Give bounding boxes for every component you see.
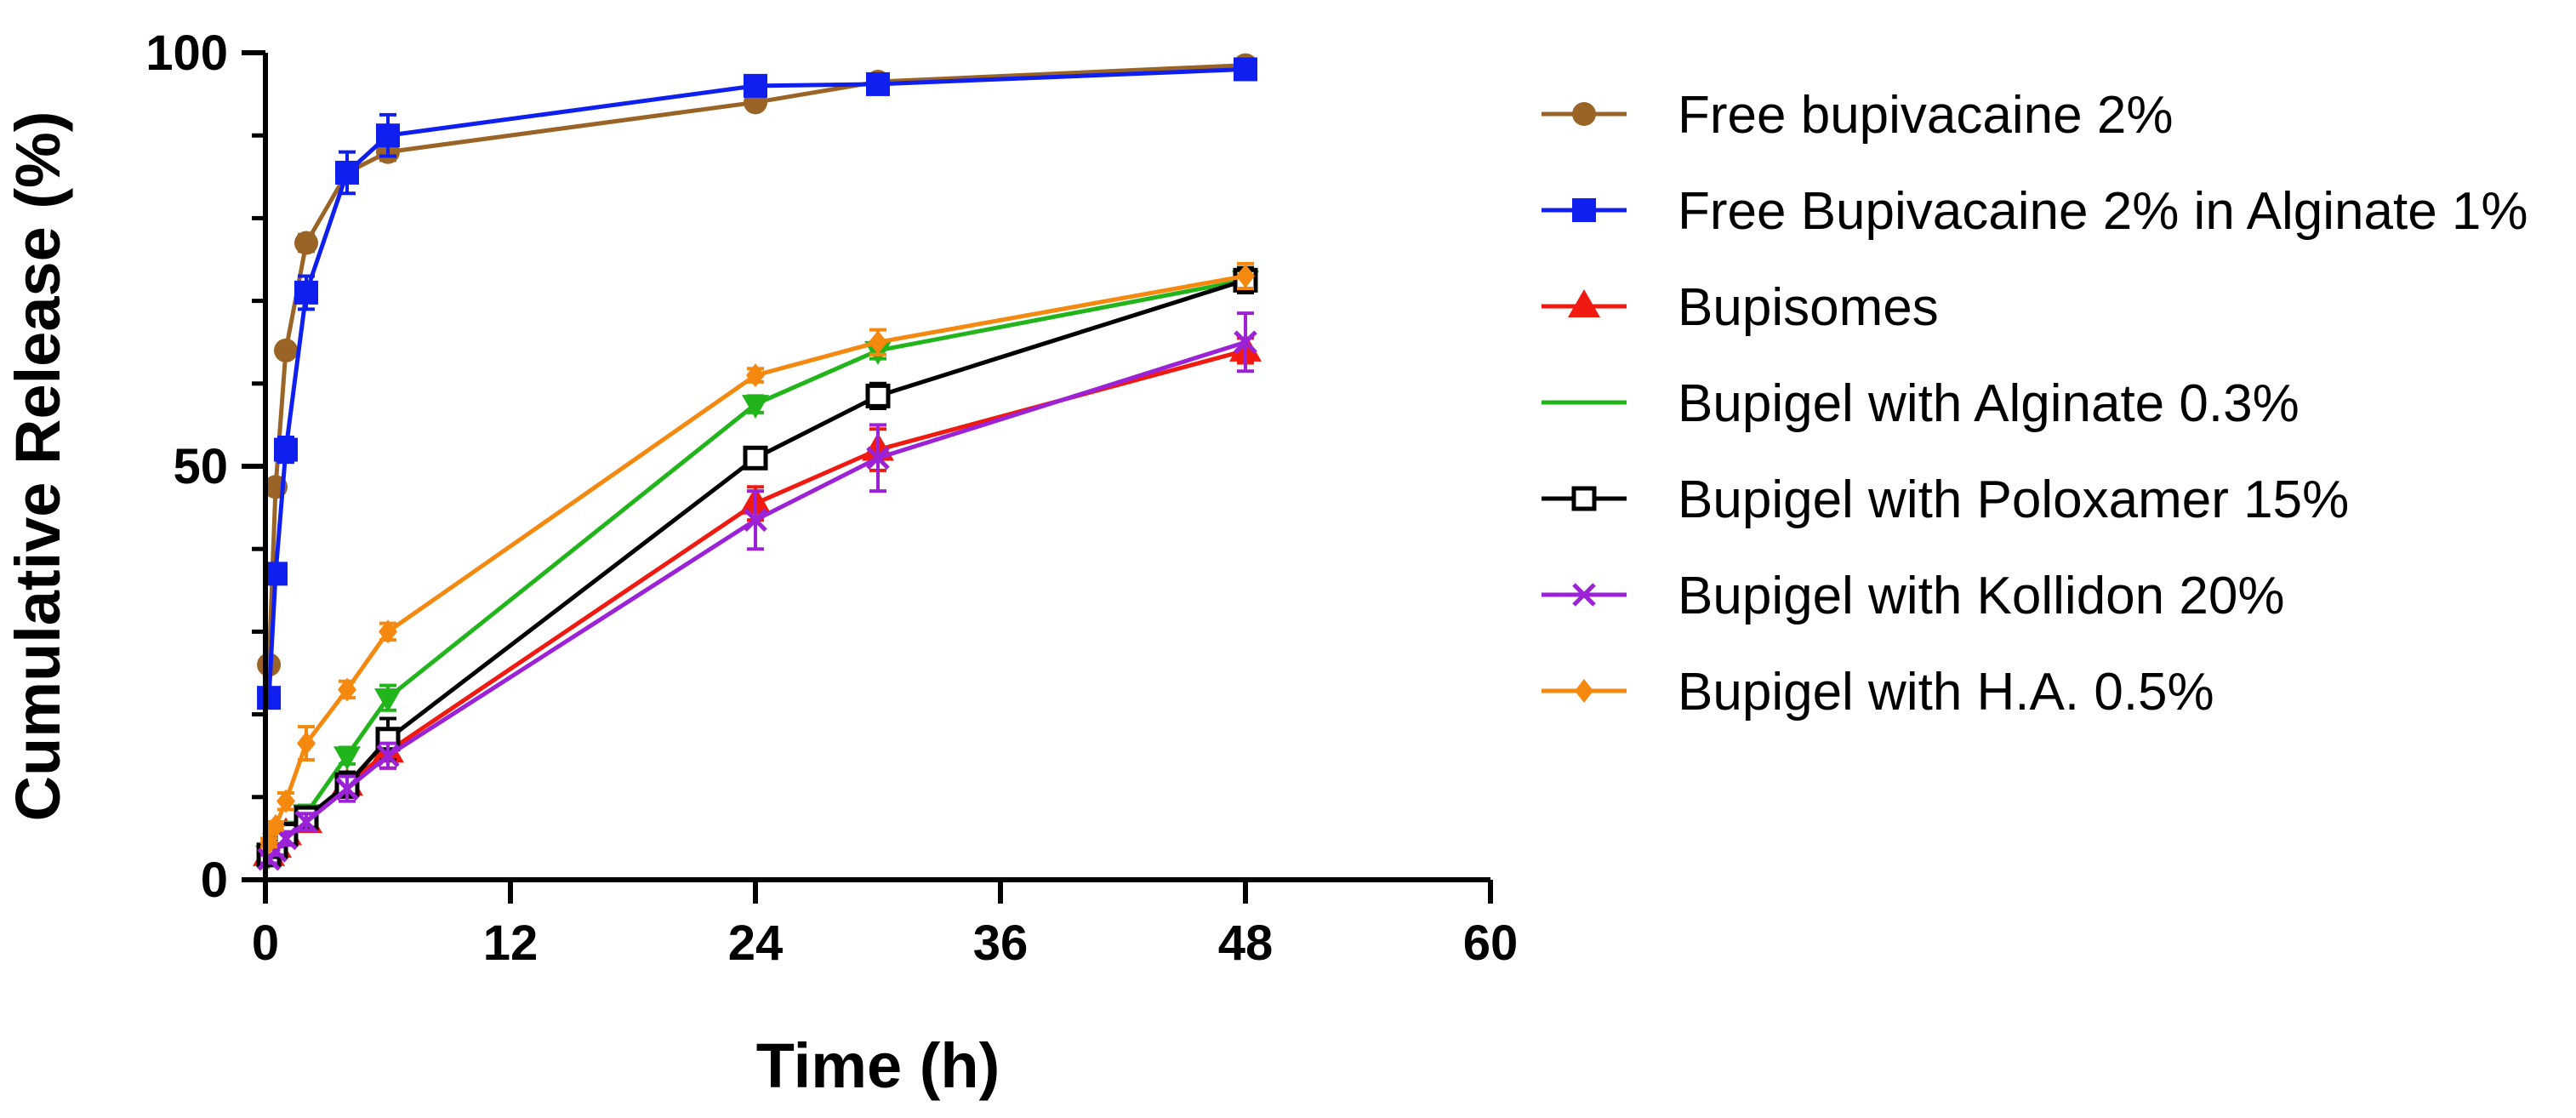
legend-label: Bupigel with Alginate 0.3% (1678, 374, 2300, 433)
legend-item-4: Bupigel with Alginate 0.3% (1542, 374, 2300, 433)
series-2 (257, 57, 1257, 710)
data-point (338, 677, 356, 702)
data-point (335, 777, 359, 801)
legend-marker (1571, 486, 1597, 511)
legend-label: Bupigel with H.A. 0.5% (1678, 663, 2214, 722)
y-tick-label: 0 (201, 853, 228, 908)
legend-label: Bupigel with Poloxamer 15% (1678, 471, 2349, 529)
series-4 (255, 265, 1259, 870)
x-tick-label: 0 (252, 916, 279, 971)
data-point (257, 686, 282, 710)
data-point (866, 71, 890, 96)
data-point (1234, 330, 1257, 354)
series-line (267, 339, 1246, 861)
series-line (266, 63, 1246, 665)
legend-marker (1575, 679, 1593, 703)
legend: Free bupivacaine 2% Free Bupivacaine 2% i… (1542, 86, 2528, 722)
legend-marker (1572, 102, 1596, 126)
data-point (742, 395, 769, 419)
series-1 (257, 53, 1257, 677)
legend-label: Free Bupivacaine 2% in Alginate 1% (1678, 182, 2528, 241)
data-point (744, 73, 767, 98)
marker-stroke (294, 810, 318, 834)
y-tick-label: 100 (145, 26, 228, 81)
axes: Time (h) Cumulative Release (%) 0 12 24 36 4… (3, 26, 1518, 1101)
data-point (866, 446, 890, 471)
legend-label: Bupisomes (1678, 278, 1939, 337)
data-point (1236, 264, 1255, 288)
data-point (869, 330, 887, 355)
marker-stroke (1572, 583, 1596, 607)
legend-marker (1572, 198, 1596, 222)
data-point (266, 813, 285, 838)
data-point (744, 508, 767, 532)
plot-area (253, 53, 1262, 871)
data-point (294, 280, 318, 305)
legend-label: Bupigel with Kollidon 20% (1678, 567, 2284, 625)
series-line (266, 273, 1246, 844)
data-point (276, 789, 295, 813)
x-tick-label: 24 (728, 916, 784, 971)
data-point (333, 746, 361, 771)
data-point (297, 731, 316, 756)
data-point (1234, 57, 1257, 82)
data-point (294, 231, 318, 255)
x-tick-label: 48 (1218, 916, 1274, 971)
data-point (743, 445, 768, 471)
x-tick-label: 60 (1463, 916, 1519, 971)
legend-item-1: Free bupivacaine 2% (1542, 86, 2173, 145)
legend-item-6: Bupigel with Kollidon 20% (1542, 567, 2284, 625)
data-point (865, 383, 891, 408)
data-point (379, 619, 397, 644)
marker-stroke (335, 777, 359, 801)
marker-stroke (744, 508, 767, 532)
y-axis-title: Cumulative Release (%) (3, 111, 73, 822)
legend-label: Free bupivacaine 2% (1678, 86, 2173, 145)
legend-item-2: Free Bupivacaine 2% in Alginate 1% (1542, 182, 2528, 241)
marker-stroke (1234, 330, 1257, 354)
series-6 (257, 311, 1257, 871)
series-5 (256, 265, 1258, 868)
legend-marker (1568, 289, 1600, 317)
x-tick-label: 12 (483, 916, 539, 971)
x-axis-title: Time (h) (756, 1030, 1000, 1101)
x-tick-label: 36 (973, 916, 1029, 971)
marker-stroke (376, 744, 400, 767)
data-point (376, 123, 400, 148)
legend-item-7: Bupigel with H.A. 0.5% (1542, 663, 2214, 722)
data-point (374, 688, 402, 713)
legend-item-5: Bupigel with Poloxamer 15% (1542, 471, 2349, 529)
series-7 (259, 261, 1255, 855)
marker-stroke (274, 826, 298, 851)
series-line (267, 348, 1246, 857)
data-point (335, 160, 359, 185)
data-point (376, 744, 400, 767)
data-point (294, 810, 318, 834)
legend-marker (1572, 583, 1596, 607)
data-point (746, 363, 765, 388)
marker-stroke (866, 446, 890, 471)
data-point (274, 437, 298, 462)
y-tick-label: 50 (173, 439, 228, 494)
legend-item-3: Bupisomes (1542, 278, 1939, 337)
data-point (274, 338, 298, 362)
